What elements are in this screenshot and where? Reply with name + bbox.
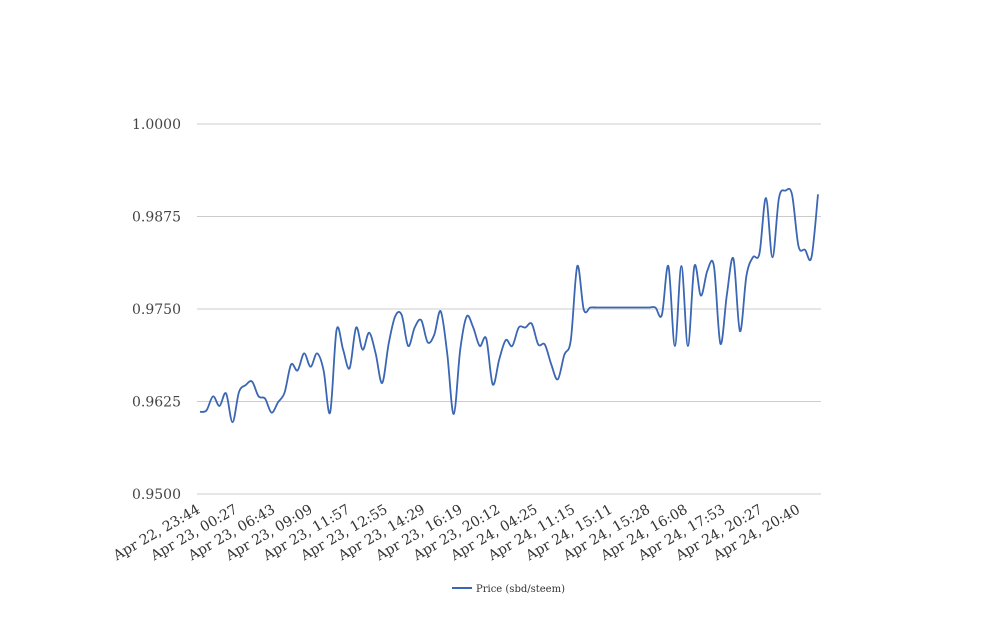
series-line-price: [199, 187, 819, 424]
y-tick-label: 0.9500: [132, 487, 181, 503]
y-tick-label: 0.9750: [132, 302, 181, 318]
y-axis-ticks: 1.0000 0.9875 0.9750 0.9625 0.9500: [132, 117, 181, 503]
legend-label-price: Price (sbd/steem): [476, 584, 565, 595]
grid-lines: [197, 123, 821, 495]
y-tick-label: 0.9875: [132, 210, 181, 226]
legend[interactable]: Price (sbd/steem): [452, 584, 565, 595]
y-tick-label: 1.0000: [132, 117, 181, 133]
y-tick-label: 0.9625: [132, 395, 181, 411]
series-layer: [199, 187, 819, 424]
